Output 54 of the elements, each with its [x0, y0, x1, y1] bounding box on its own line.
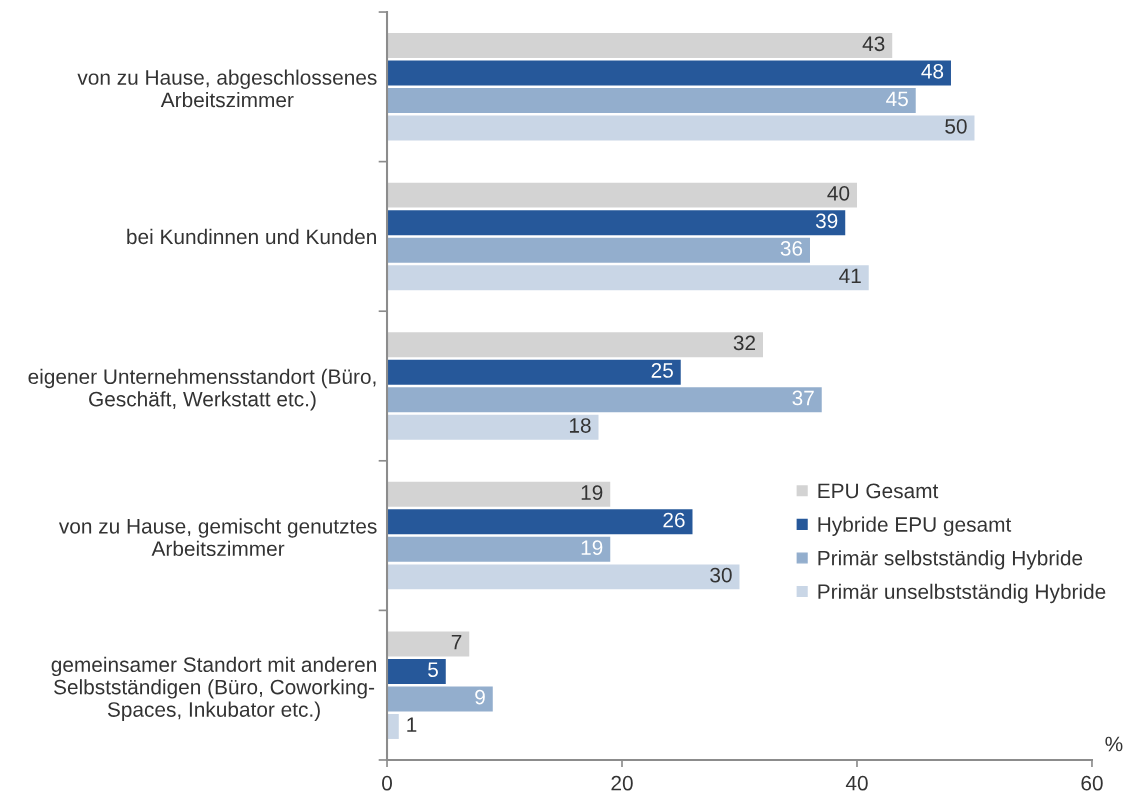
y-tick-label: eigener Unternehmensstandort (Büro, Geschäft, Werkstatt etc.): [28, 368, 376, 411]
y-tick-label: bei Kundinnen und Kunden: [127, 228, 376, 245]
legend-label: EPU Gesamt: [818, 483, 939, 499]
bar: [387, 387, 822, 413]
data-label: 50: [945, 118, 967, 134]
x-tick-label: 20: [611, 775, 633, 791]
bar: [387, 115, 975, 141]
legend-label: Primär unselbstständig Hybride: [818, 583, 1106, 604]
bar: [387, 509, 693, 535]
bar: [387, 33, 893, 59]
data-label: 43: [862, 36, 885, 52]
data-label: 7: [451, 634, 462, 650]
bar: [387, 536, 611, 562]
bar: [387, 182, 857, 208]
x-axis-title: %: [1105, 736, 1123, 752]
data-label: 41: [839, 268, 861, 284]
x-tick-label: 0: [382, 775, 392, 791]
bar: [387, 359, 681, 385]
data-label: 19: [581, 485, 603, 500]
x-tick-label: 40: [845, 775, 868, 791]
bar: [387, 265, 869, 291]
bar: [387, 60, 951, 86]
y-tick-label: von zu Hause, abgeschlossenes Arbeitszimmer: [77, 69, 377, 108]
data-label: 30: [710, 567, 732, 583]
bar: [387, 631, 470, 657]
bar: [387, 713, 399, 739]
data-label: 40: [827, 185, 850, 201]
bar: [387, 332, 763, 358]
data-label: 48: [921, 63, 944, 79]
bar: [387, 88, 916, 114]
bar: [387, 686, 493, 712]
data-label: 36: [780, 241, 803, 256]
bar: [387, 658, 446, 684]
data-label: 5: [428, 662, 438, 678]
data-label: 45: [886, 91, 908, 107]
bar: [387, 210, 846, 236]
data-label: 37: [792, 390, 814, 406]
legend-label: Primär selbstständig Hybride: [818, 550, 1083, 570]
bar: [387, 237, 810, 263]
x-tick-label: 60: [1081, 775, 1103, 791]
data-label: 18: [569, 418, 591, 433]
bar: [387, 564, 740, 590]
data-label: 19: [581, 540, 603, 555]
bar: [387, 481, 611, 507]
bar: [387, 414, 599, 440]
data-label: 26: [663, 512, 685, 528]
data-label: 9: [475, 689, 485, 705]
legend-label: Hybride EPU gesamt: [818, 516, 1012, 536]
y-tick-label: gemeinsamer Standort mit anderen Selbstständigen (Büro, Coworking- Spaces, Inkubator etc.): [51, 656, 376, 721]
data-label: 32: [733, 335, 756, 351]
data-label: 25: [651, 363, 673, 378]
data-label: 39: [815, 213, 838, 229]
y-tick-label: von zu Hause, gemischt genutztes Arbeitszimmer: [58, 518, 377, 557]
data-label: 1: [407, 717, 417, 732]
